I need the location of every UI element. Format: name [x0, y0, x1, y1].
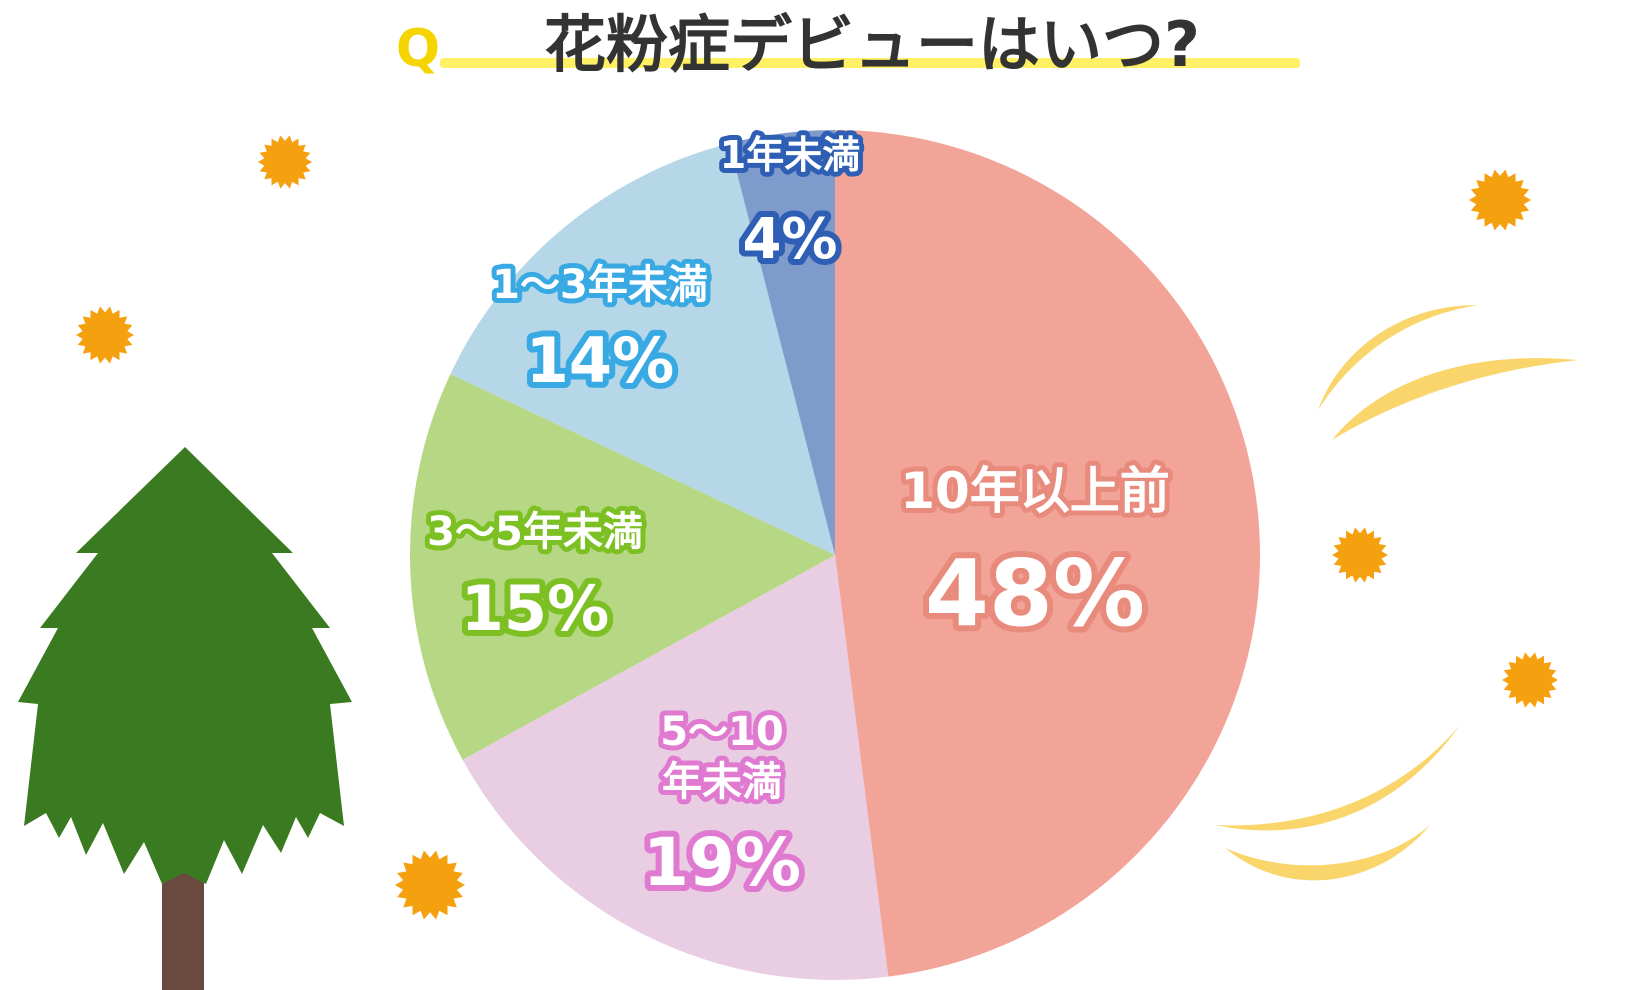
title-q-mark: Q: [396, 19, 440, 79]
slice-category-label: 5～10: [660, 709, 784, 755]
pollen-icon: [1332, 527, 1388, 583]
pie-slice-3: [409, 374, 835, 760]
chart-title: Q 花粉症デビューはいつ?: [396, 8, 1300, 81]
pollen-icon: [1469, 169, 1531, 231]
slice-category-label: 10年以上前: [900, 462, 1170, 520]
pie-slice-1: [835, 130, 1261, 977]
slice-category-label: 年未満: [662, 759, 782, 805]
pie-slice-5: [729, 130, 835, 555]
title-underline: [440, 58, 1300, 68]
pollen-icon: [1502, 652, 1558, 708]
wind-icon: [1215, 305, 1578, 881]
pollen-icon: [258, 135, 312, 189]
decorations: [18, 135, 1578, 990]
slice-value-label: 48%: [925, 540, 1145, 647]
title-text: 花粉症デビューはいつ?: [544, 8, 1200, 81]
slice-value-label: 19%: [643, 824, 801, 901]
slice-category-label: 1年未満: [720, 133, 860, 177]
slice-value-label: 15%: [461, 572, 609, 645]
slice-value-label: 14%: [526, 324, 674, 397]
pie-chart: [409, 130, 1261, 981]
pie-slice-4: [450, 143, 835, 555]
pollen-icon: [395, 850, 465, 920]
pollen-icon: [76, 306, 134, 364]
slice-category-label: 3～5年未満: [427, 509, 643, 555]
pie-slice-2: [462, 555, 889, 981]
cedar-tree-icon: [18, 447, 352, 990]
slice-value-label: 4%: [742, 207, 837, 272]
slice-category-label: 1～3年未満: [492, 262, 708, 308]
